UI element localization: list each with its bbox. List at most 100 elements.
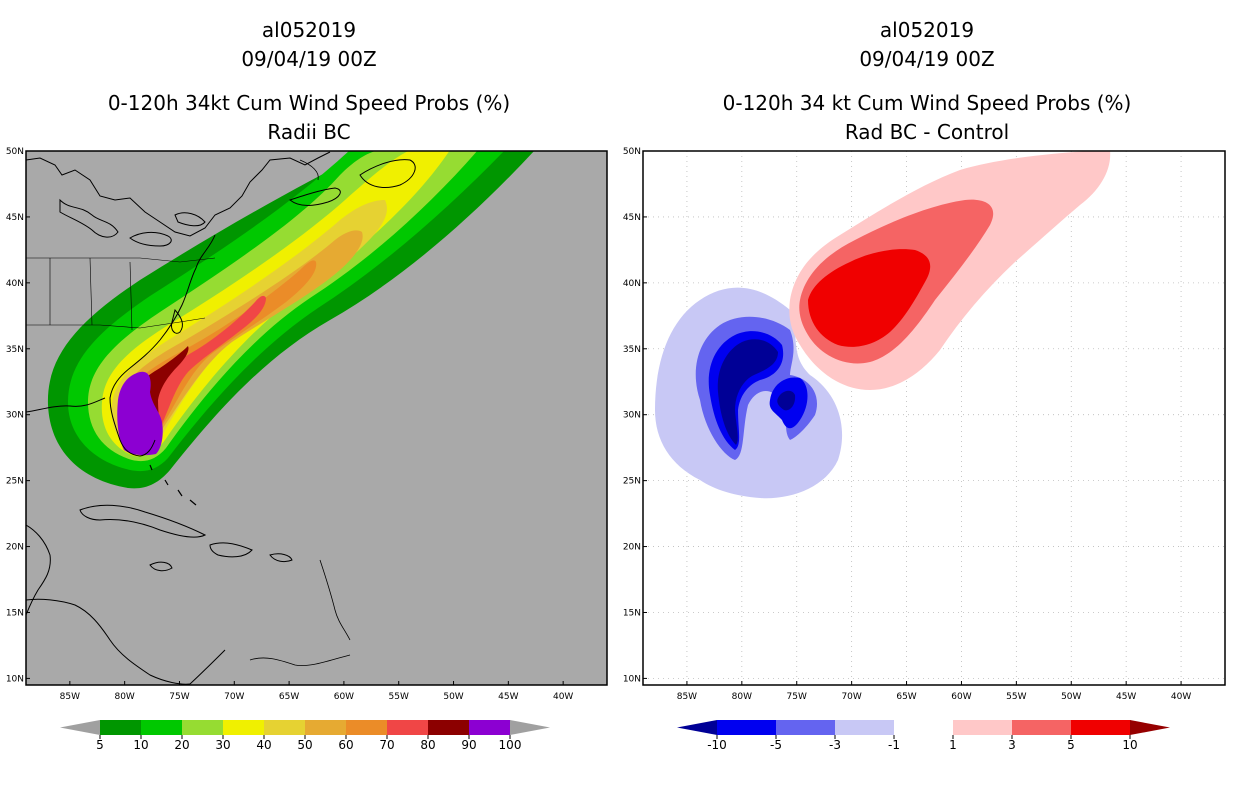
left-colorbar: 5 10 20 30 40 50 60 70 80 90 100 [60, 720, 550, 752]
colorbar-tip-right [1130, 720, 1170, 735]
colorbar-swatch [387, 720, 429, 735]
lon-label: 50W [443, 692, 463, 702]
colorbar-swatch [717, 720, 777, 735]
lat-label: 35N [6, 345, 24, 355]
right-storm-id: al052019 [880, 18, 974, 42]
lat-label: 50N [623, 147, 641, 157]
lon-label: 60W [951, 692, 971, 702]
colorbar-tip-left [677, 720, 717, 735]
colorbar-swatch [223, 720, 265, 735]
colorbar-label: 10 [133, 738, 148, 752]
right-title: 0-120h 34 kt Cum Wind Speed Probs (%) [723, 91, 1132, 115]
lat-label: 10N [6, 674, 24, 684]
lon-label: 55W [389, 692, 409, 702]
lon-label: 60W [334, 692, 354, 702]
right-date: 09/04/19 00Z [859, 47, 994, 71]
right-subtitle: Rad BC - Control [845, 120, 1009, 144]
lat-label: 40N [623, 279, 641, 289]
colorbar-label: -5 [770, 738, 782, 752]
colorbar-label: 20 [174, 738, 189, 752]
colorbar-label: 1 [949, 738, 957, 752]
pos-5 [808, 249, 931, 347]
lat-label: 15N [623, 608, 641, 618]
colorbar-swatch [953, 720, 1013, 735]
colorbar-tip-right [510, 720, 550, 735]
colorbar-swatch [346, 720, 388, 735]
lon-label: 80W [114, 692, 134, 702]
lat-label: 30N [623, 411, 641, 421]
lat-label: 40N [6, 279, 24, 289]
lat-label: 20N [623, 543, 641, 553]
lon-label: 55W [1006, 692, 1026, 702]
colorbar-label: 60 [338, 738, 353, 752]
colorbar-label: -10 [707, 738, 727, 752]
lon-label: 45W [1116, 692, 1136, 702]
colorbar-label: 90 [461, 738, 476, 752]
colorbar-label: -3 [829, 738, 841, 752]
right-map-frame [642, 150, 1226, 686]
colorbar-label: 30 [215, 738, 230, 752]
lat-label: 15N [6, 608, 24, 618]
right-colorbar: -10 -5 -3 -1 1 3 5 10 [677, 720, 1170, 752]
colorbar-tip-left [60, 720, 100, 735]
right-gridlines [643, 151, 1225, 685]
colorbar-label: 80 [420, 738, 435, 752]
right-map: 50N 45N 40N 35N 30N 25N 20N 15N 10N 85W 80W 75W 70W 6… [623, 147, 1226, 702]
lat-label: 30N [6, 411, 24, 421]
colorbar-swatch [1071, 720, 1131, 735]
lon-label: 70W [224, 692, 244, 702]
lon-label: 70W [841, 692, 861, 702]
lat-label: 10N [623, 674, 641, 684]
left-probability-field [47, 151, 535, 489]
colorbar-label: 50 [297, 738, 312, 752]
colorbar-label: 5 [96, 738, 104, 752]
lon-label: 75W [169, 692, 189, 702]
left-subtitle: Radii BC [267, 120, 350, 144]
colorbar-label: 3 [1008, 738, 1016, 752]
lon-label: 85W [677, 692, 697, 702]
colorbar-label: 5 [1067, 738, 1075, 752]
lat-label: 35N [623, 345, 641, 355]
left-date: 09/04/19 00Z [241, 47, 376, 71]
left-storm-id: al052019 [262, 18, 356, 42]
lon-label: 65W [279, 692, 299, 702]
colorbar-label: 100 [499, 738, 522, 752]
lat-label: 45N [6, 213, 24, 223]
lon-label: 45W [498, 692, 518, 702]
colorbar-swatch [776, 720, 836, 735]
colorbar-swatch [264, 720, 306, 735]
lon-label: 65W [896, 692, 916, 702]
left-axis-ticks: 50N 45N 40N 35N 30N 25N 20N 15N 10N 85W 80W 75W 70W 6… [6, 147, 574, 702]
left-title: 0-120h 34kt Cum Wind Speed Probs (%) [108, 91, 510, 115]
colorbar-swatch [100, 720, 142, 735]
colorbar-label: 10 [1122, 738, 1137, 752]
colorbar-label: 40 [256, 738, 271, 752]
neg-10 [717, 339, 796, 445]
colorbar-swatch [1012, 720, 1072, 735]
lon-label: 40W [1171, 692, 1191, 702]
lon-label: 80W [732, 692, 752, 702]
lon-label: 75W [787, 692, 807, 702]
colorbar-swatch [305, 720, 347, 735]
colorbar-label: 70 [379, 738, 394, 752]
left-map: 50N 45N 40N 35N 30N 25N 20N 15N 10N 85W 80W 75W 70W 6… [6, 147, 608, 702]
right-axis-ticks: 50N 45N 40N 35N 30N 25N 20N 15N 10N 85W 80W 75W 70W 6… [623, 147, 1192, 702]
colorbar-swatch [428, 720, 470, 735]
lon-label: 50W [1061, 692, 1081, 702]
lat-label: 20N [6, 543, 24, 553]
colorbar-swatch [894, 720, 954, 735]
lon-label: 40W [553, 692, 573, 702]
colorbar-label: -1 [888, 738, 900, 752]
colorbar-swatch [835, 720, 895, 735]
colorbar-swatch [182, 720, 224, 735]
lon-label: 85W [60, 692, 80, 702]
lat-label: 25N [6, 477, 24, 487]
lat-label: 50N [6, 147, 24, 157]
colorbar-swatch [469, 720, 511, 735]
lat-label: 25N [623, 477, 641, 487]
left-map-frame [25, 150, 608, 686]
lat-label: 45N [623, 213, 641, 223]
right-difference-field [655, 151, 1111, 499]
colorbar-swatch [141, 720, 183, 735]
